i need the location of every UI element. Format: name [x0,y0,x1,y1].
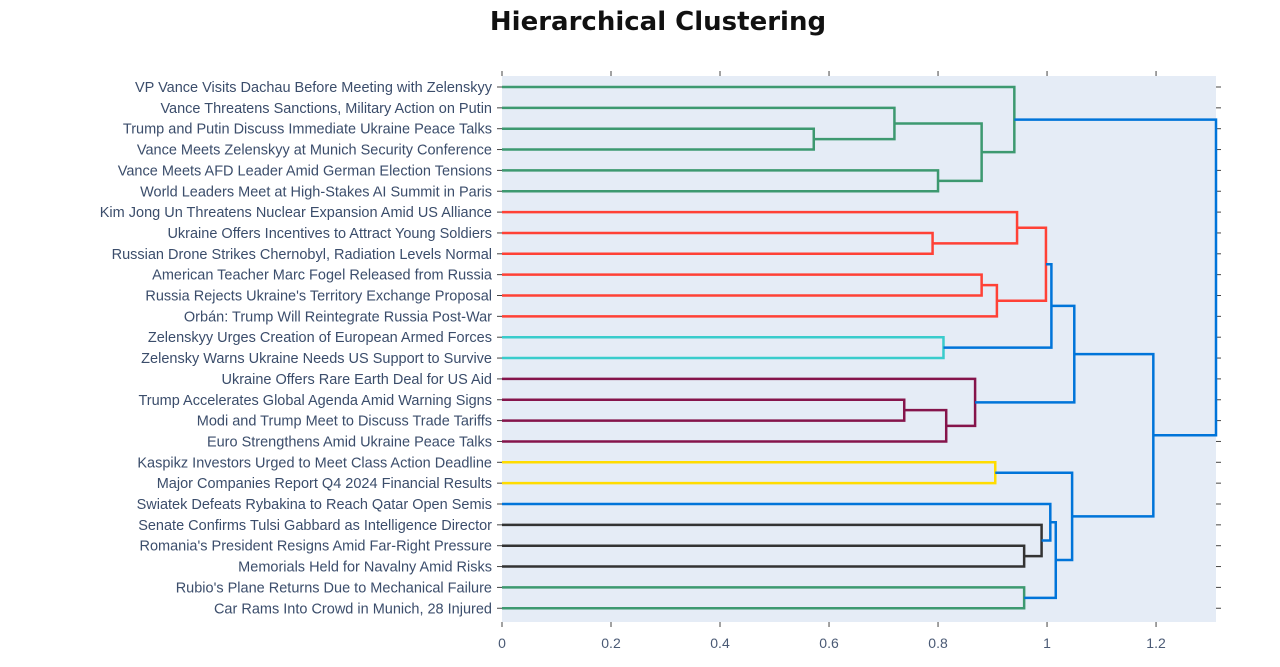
leaf-label: Vance Meets Zelenskyy at Munich Security… [137,143,492,159]
leaf-label: Euro Strengthens Amid Ukraine Peace Talk… [207,434,492,450]
leaf-label: Rubio's Plane Returns Due to Mechanical … [176,580,492,596]
dendrogram-link [502,231,934,256]
dendrogram-link [1014,118,1218,437]
leaf-label: Senate Confirms Tulsi Gabbard as Intelli… [138,518,492,534]
leaf-labels: VP Vance Visits Dachau Before Meeting wi… [100,80,493,617]
dendrogram-link [502,210,1019,245]
leaf-label: Kim Jong Un Threatens Nuclear Expansion … [100,205,492,221]
x-tick-label: 1.2 [1146,635,1166,651]
leaf-label: Russian Drone Strikes Chernobyl, Radiati… [112,247,492,263]
x-tick-label: 0 [498,635,506,651]
leaf-label: Kaspikz Investors Urged to Meet Class Ac… [137,455,492,471]
leaf-label: VP Vance Visits Dachau Before Meeting wi… [135,80,493,96]
leaf-label: Memorials Held for Navalny Amid Risks [238,560,492,576]
leaf-label: Zelensky Warns Ukraine Needs US Support … [141,351,492,367]
leaf-label: Swiatek Defeats Rybakina to Reach Qatar … [137,497,492,513]
leaf-label: American Teacher Marc Fogel Released fro… [152,268,493,284]
leaf-label: Major Companies Report Q4 2024 Financial… [157,476,492,492]
x-tick-label: 0.2 [601,635,621,651]
leaf-label: Car Rams Into Crowd in Munich, 28 Injure… [214,601,492,617]
dendrogram-links [502,85,1218,610]
chart-title: Hierarchical Clustering [490,7,826,37]
leaf-label: Modi and Trump Meet to Discuss Trade Tar… [197,414,492,430]
leaf-label: Trump Accelerates Global Agenda Amid War… [138,393,492,409]
x-tick-label: 0.8 [928,635,948,651]
x-tick-label: 0.6 [819,635,839,651]
leaf-label: Trump and Putin Discuss Immediate Ukrain… [123,122,492,138]
leaf-label: Ukraine Offers Rare Earth Deal for US Ai… [221,372,492,388]
leaf-label: Orbán: Trump Will Reintegrate Russia Pos… [184,309,492,325]
leaf-label: Ukraine Offers Incentives to Attract You… [167,226,492,242]
leaf-label: Vance Threatens Sanctions, Military Acti… [160,101,492,117]
leaf-label: Russia Rejects Ukraine's Territory Excha… [145,289,492,305]
dendrogram-link [502,106,896,141]
x-axis-tick-labels: 0 0.2 0.4 0.6 0.8 1 1.2 [498,635,1166,651]
leaf-label: Vance Meets AFD Leader Amid German Elect… [118,163,492,179]
dendrogram-link [502,377,977,428]
x-tick-label: 1 [1043,635,1051,651]
leaf-label: Romania's President Resigns Amid Far-Rig… [139,539,492,555]
dendrogram-link [502,408,948,443]
plot-area [502,76,1216,622]
dendrogram-link [1072,352,1155,518]
leaf-label: Zelenskyy Urges Creation of European Arm… [148,330,492,346]
x-tick-label: 0.4 [710,635,730,651]
leaf-label: World Leaders Meet at High-Stakes AI Sum… [140,184,492,200]
dendrogram-link [502,398,906,422]
